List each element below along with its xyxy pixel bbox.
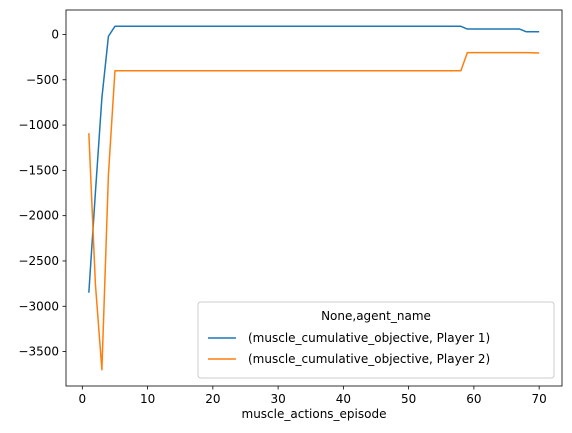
y-tick-label: −1000 [18, 118, 59, 132]
x-tick-label: 60 [466, 392, 481, 406]
series-line-player-1 [88, 25, 540, 293]
y-tick-label: −500 [26, 73, 59, 87]
x-tick-label: 0 [78, 392, 86, 406]
series-line-player-2 [88, 51, 540, 371]
x-tick-label: 40 [336, 392, 351, 406]
x-tick-label: 10 [140, 392, 155, 406]
legend-label-player-2: (muscle_cumulative_objective, Player 2) [248, 352, 490, 366]
y-tick-label: −2500 [18, 254, 59, 268]
series-layer [88, 25, 540, 371]
y-tick-label: −3500 [18, 345, 59, 359]
y-tick-label: −1500 [18, 163, 59, 177]
x-axis: 0 10 20 30 40 50 60 70 [78, 386, 547, 406]
plot-area-frame [65, 9, 563, 387]
x-axis-title: muscle_actions_episode [242, 407, 387, 421]
x-tick-label: 70 [532, 392, 547, 406]
legend-box [197, 301, 555, 379]
legend: None,agent_name (muscle_cumulative_objec… [197, 301, 555, 379]
y-tick-label: −3000 [18, 299, 59, 313]
legend-title: None,agent_name [321, 309, 431, 323]
x-tick-label: 50 [401, 392, 416, 406]
x-tick-label: 20 [205, 392, 220, 406]
y-tick-label: 0 [51, 27, 59, 41]
legend-label-player-1: (muscle_cumulative_objective, Player 1) [248, 331, 490, 345]
y-tick-label: −2000 [18, 209, 59, 223]
x-tick-label: 30 [270, 392, 285, 406]
y-axis: 0 −500 −1000 −1500 −2000 −2500 −3000 −3500 [18, 27, 66, 359]
